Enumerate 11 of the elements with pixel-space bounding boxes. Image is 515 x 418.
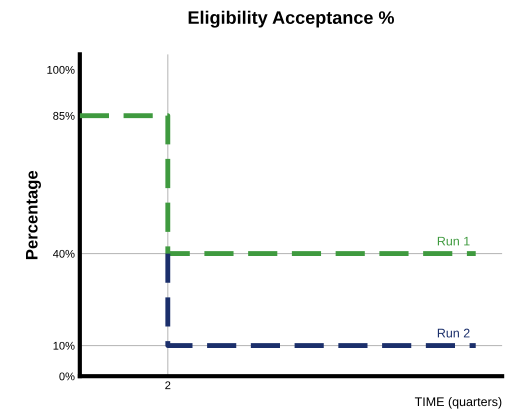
y-tick-label: 40% [52,250,75,258]
series-label: Run 2 [438,328,470,338]
series-label: Run 1 [438,236,470,246]
x-axis-title: TIME (quarters) [414,396,502,409]
chart-title: Eligibility Acceptance % [188,10,394,28]
y-tick-label: 100% [47,66,75,74]
y-axis-title: Percentage [26,170,41,260]
y-tick-label: 85% [53,112,75,120]
y-tick-label: 10% [54,342,75,350]
y-tick-label: 0% [59,372,75,380]
x-tick-label: 2 [165,381,170,390]
